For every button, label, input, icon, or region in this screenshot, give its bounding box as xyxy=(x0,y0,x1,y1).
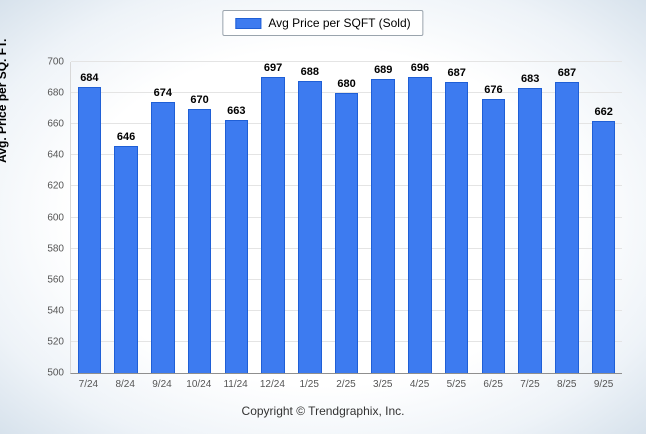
bar-value-label: 688 xyxy=(300,65,319,78)
bar-value-label: 680 xyxy=(337,78,356,91)
bar-value-label: 689 xyxy=(374,64,393,77)
bar-value-label: 697 xyxy=(263,62,283,74)
y-tick-label: 700 xyxy=(47,56,64,68)
x-tick-label: 3/25 xyxy=(373,379,393,390)
x-tick-label: 7/25 xyxy=(520,379,540,390)
bar-column: 670 xyxy=(181,62,218,373)
bar-column: 684 xyxy=(71,62,108,373)
bar-value-label: 662 xyxy=(594,106,613,119)
x-tick-label: 11/24 xyxy=(223,379,248,390)
bar-value-label: 670 xyxy=(190,93,209,106)
bar xyxy=(261,77,285,373)
bar-value-label: 646 xyxy=(116,130,136,143)
x-tick-label: 4/25 xyxy=(409,379,430,390)
bar xyxy=(151,102,175,373)
gridline xyxy=(71,61,622,62)
bar-column: 646 xyxy=(108,62,145,373)
x-tick-label: 5/25 xyxy=(446,379,467,390)
bar-value-label: 687 xyxy=(447,67,466,80)
y-tick-label: 600 xyxy=(47,212,64,223)
bar-value-label: 676 xyxy=(484,84,503,97)
bar xyxy=(408,77,432,373)
bar-column: 674 xyxy=(144,62,181,373)
x-tick-label: 9/25 xyxy=(593,379,614,390)
bar xyxy=(591,121,616,373)
x-tick-label: 12/24 xyxy=(259,379,285,390)
y-tick-label: 500 xyxy=(47,367,64,379)
x-tick-label: 10/24 xyxy=(186,379,212,390)
bar-value-label: 687 xyxy=(557,67,577,80)
y-tick-label: 580 xyxy=(47,243,64,255)
bar xyxy=(334,93,359,373)
bar-column: 662 xyxy=(585,62,622,373)
bar xyxy=(555,82,579,373)
legend-swatch-icon xyxy=(235,17,262,29)
y-tick-label: 680 xyxy=(47,87,64,99)
bar-value-label: 684 xyxy=(80,71,99,84)
y-tick-label: 640 xyxy=(47,149,64,161)
x-tick-label: 2/25 xyxy=(336,379,356,390)
x-tick-label: 9/24 xyxy=(152,379,172,390)
gridline xyxy=(71,92,622,94)
bar-column: 687 xyxy=(549,62,586,373)
y-tick-label: 560 xyxy=(47,274,64,286)
legend: Avg Price per SQFT (Sold) xyxy=(222,10,424,36)
plot-area: 500 520 540 560 580 600 620 640 660 680 700 684 646… xyxy=(47,57,622,379)
bar xyxy=(518,88,542,373)
bar-column: 689 xyxy=(365,62,402,373)
bar-column: 688 xyxy=(291,62,328,373)
bar-column: 687 xyxy=(438,62,475,373)
bar-value-label: 674 xyxy=(153,87,173,100)
y-tick-label: 660 xyxy=(47,118,64,130)
bar-column: 697 xyxy=(255,62,292,373)
bar-column: 663 xyxy=(218,62,255,373)
bar-column: 680 xyxy=(328,62,365,373)
bar-value-label: 683 xyxy=(521,73,540,86)
bar xyxy=(481,99,506,373)
bar-column: 696 xyxy=(402,62,439,373)
y-tick-label: 520 xyxy=(47,336,64,348)
bar xyxy=(114,145,138,373)
bar xyxy=(444,82,469,373)
x-tick-label: 8/25 xyxy=(557,379,577,390)
y-tick-label: 540 xyxy=(47,305,64,317)
bar-column: 683 xyxy=(512,62,549,373)
bar xyxy=(298,80,322,373)
y-axis-title: Avg. Price per SQ. FT. xyxy=(0,38,9,163)
bar xyxy=(371,79,395,373)
bar-value-label: 663 xyxy=(227,104,246,117)
bar-column: 676 xyxy=(475,62,512,373)
x-tick-label: 8/24 xyxy=(115,379,135,390)
bar xyxy=(187,108,212,373)
bar-series: 684 646 674 670 663 697 688 680 689 696 687 676 683 6… xyxy=(71,62,622,373)
bar xyxy=(77,86,102,373)
legend-label: Avg Price per SQFT (Sold) xyxy=(268,16,411,30)
x-axis-labels: 7/24 8/24 9/24 10/24 11/24 12/24 1/25 2/25 3/25 4… xyxy=(70,379,622,390)
x-tick-label: 6/25 xyxy=(483,379,503,390)
copyright: Copyright © Trendgraphix, Inc. xyxy=(241,404,405,418)
x-tick-label: 1/25 xyxy=(299,379,319,390)
y-tick-label: 620 xyxy=(47,180,64,192)
bar-value-label: 696 xyxy=(410,62,430,74)
x-tick-label: 7/24 xyxy=(78,379,99,390)
bar xyxy=(224,119,249,373)
